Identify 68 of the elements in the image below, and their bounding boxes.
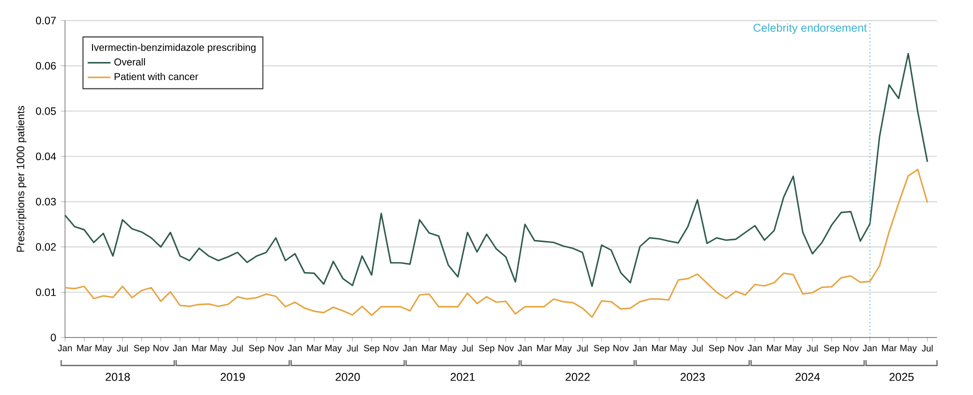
x-tick-label: May (670, 344, 687, 354)
x-tick-label: Mar (422, 344, 437, 352)
x-tick-label: Jul (922, 344, 933, 352)
x-tick-label: Jan (58, 344, 72, 352)
text: 2023 (680, 372, 705, 381)
y-tick-label: 0.01 (36, 288, 56, 296)
legend-title: Ivermectin-benzimidazole prescribing (92, 44, 256, 53)
x-tick-label: Jul (576, 344, 588, 352)
legend-label: Overall (114, 58, 145, 66)
legend-label: Patient with cancer (114, 72, 198, 80)
x-tick-label: Nov (728, 344, 744, 352)
x-tick-label: Mar (77, 344, 92, 352)
x-tick-label: Sep (594, 344, 610, 354)
x-tick-label: Mar (307, 344, 322, 352)
x-tick-label: Jul (692, 344, 703, 352)
x-tick-label: Sep (824, 344, 840, 354)
x-tick-label: May (555, 344, 572, 354)
x-tick-label: Nov (154, 344, 169, 352)
y-tick-label: 0.07 (36, 16, 56, 24)
x-tick-label: Jan (518, 344, 532, 352)
x-tick-label: Jan (172, 344, 187, 352)
y-tick-label: 0.04 (36, 152, 56, 160)
y-tick-label: 0.05 (36, 107, 56, 115)
y-axis-title: Prescriptions per 1000 patients (16, 106, 26, 252)
x-tick-label: Sep (708, 344, 724, 354)
text: 2019 (220, 372, 245, 381)
x-tick-label: May (326, 344, 342, 354)
text: 2021 (450, 372, 475, 381)
x-tick-label: Mar (882, 344, 897, 352)
x-tick-label: Jan (748, 344, 762, 352)
x-tick-label: Jul (806, 344, 818, 352)
x-tick-label: Mar (767, 344, 782, 352)
x-tick-label: Nov (613, 344, 629, 352)
text: 2025 (889, 372, 914, 381)
x-tick-label: Jan (862, 344, 877, 352)
x-tick-label: Jan (632, 344, 647, 352)
x-tick-label: May (440, 344, 457, 354)
x-tick-label: May (785, 344, 802, 354)
x-tick-label: Jan (402, 344, 417, 352)
x-tick-label: Sep (478, 344, 494, 354)
x-tick-label: May (210, 344, 227, 354)
x-tick-label: Jan (288, 344, 302, 352)
x-tick-label: Jul (116, 344, 128, 352)
y-tick-label: 0.03 (36, 198, 56, 206)
x-tick-label: Nov (268, 344, 284, 352)
x-tick-label: Mar (192, 344, 207, 352)
text: 2022 (566, 372, 590, 381)
x-tick-label: Jul (346, 344, 358, 352)
x-tick-label: Nov (498, 344, 514, 352)
x-tick-label: Nov (383, 344, 399, 352)
text: 2020 (336, 372, 360, 381)
line-series (64, 52, 928, 288)
x-tick-label: May (900, 344, 917, 354)
x-tick-label: Sep (249, 344, 264, 354)
x-tick-label: May (96, 344, 112, 354)
text: 2018 (106, 372, 130, 381)
x-tick-label: Mar (652, 344, 667, 352)
x-tick-label: Sep (134, 344, 150, 354)
x-tick-label: Jul (462, 344, 473, 352)
y-tick-label: 0 (50, 334, 56, 342)
x-tick-label: Sep (364, 344, 380, 354)
x-tick-label: Mar (537, 344, 552, 352)
text: 2024 (796, 372, 820, 381)
x-tick-label: Nov (843, 344, 859, 352)
x-tick-label: Jul (232, 344, 243, 352)
y-tick-label: 0.02 (36, 243, 56, 251)
y-tick-label: 0.06 (36, 62, 56, 70)
ref-line-label: Celebrity endorsement (754, 23, 867, 34)
